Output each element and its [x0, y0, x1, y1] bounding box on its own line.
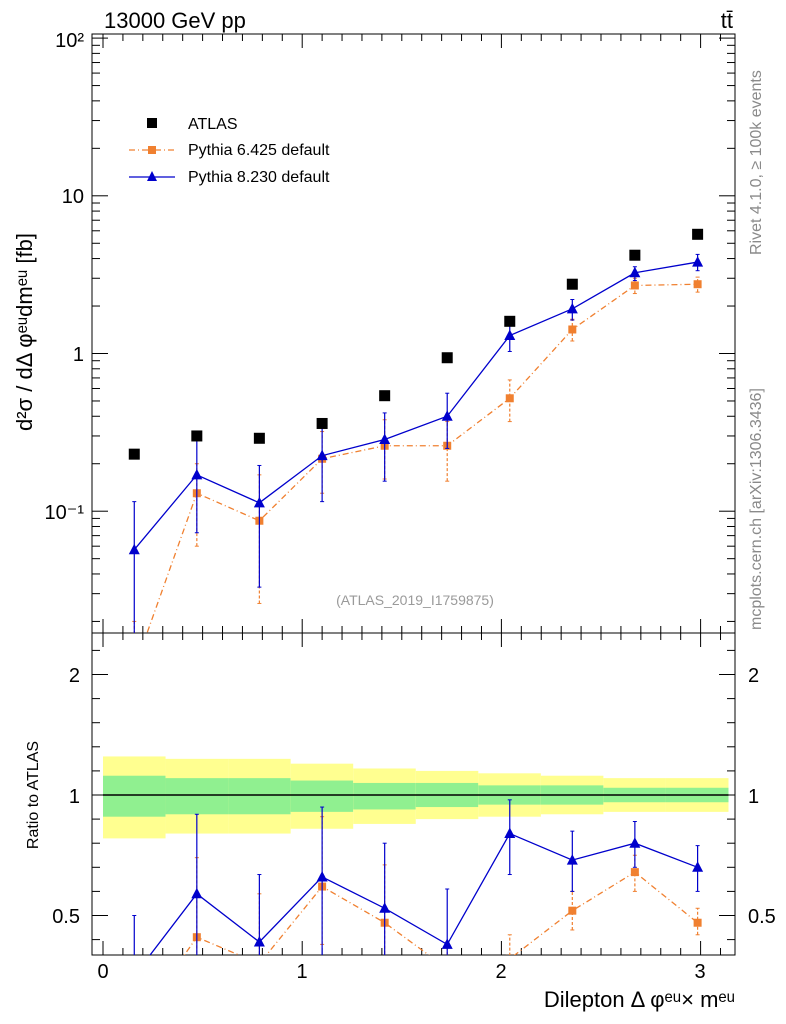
ratio-py8-point [379, 902, 391, 913]
ratio-py8-line [149, 832, 698, 955]
ratio-py8-point [191, 887, 203, 899]
ratio-py8-point [129, 970, 140, 981]
x-axis-title: Dilepton Δ φᵉᵘ× mᵉᵘ [544, 987, 735, 1012]
ratio-y-axis-title: Ratio to ATLAS [25, 741, 42, 849]
ratio-py8-point [629, 837, 641, 848]
x-tick-labels: 0 1 2 3 [97, 961, 705, 983]
x-tick-3: 3 [694, 961, 705, 983]
main-py6-point [130, 665, 138, 673]
main-y-axis-title: d²σ / dΔ φᵉᵘdmᵉᵘ [fb] [12, 233, 37, 431]
main-atlas-point [316, 417, 328, 429]
main-atlas-point [566, 278, 578, 290]
x-tick-2: 2 [495, 961, 506, 983]
main-atlas-point [504, 315, 516, 327]
main-py8-point [504, 329, 516, 341]
mcplots-label: mcplots.cern.ch [arXiv:1306.3436] [748, 388, 765, 630]
ratio-py8-point [566, 854, 578, 865]
main-py6-point [693, 280, 702, 289]
main-py8-point [191, 468, 203, 480]
main-py6-point [568, 325, 577, 334]
ratio-y-tick-right-0.5: 0.5 [748, 906, 776, 928]
legend-py8-label: Pythia 8.230 default [188, 169, 330, 186]
main-y-tick-labels: 10⁻¹ 1 10 10² [45, 30, 85, 524]
rivet-label: Rivet 4.1.0, ≥ 100k events [748, 70, 765, 255]
ratio-y-tick-0.5: 0.5 [52, 906, 80, 928]
band-inner-bin [228, 778, 291, 815]
ratio-py6-point [693, 918, 702, 927]
ratio-py6-point [568, 906, 577, 915]
ratio-py6-point [505, 954, 514, 955]
main-py8-point [692, 256, 704, 267]
ratio-y-tick-right-2: 2 [748, 665, 759, 687]
main-py6-point [505, 394, 514, 403]
x-tick-1: 1 [296, 961, 307, 983]
legend-py8-marker [147, 171, 157, 181]
ratio-py8-point [253, 936, 265, 947]
main-y-tick-10: 10 [62, 186, 84, 208]
band-inner-bin [353, 782, 416, 810]
ratio-y-tick-labels: 0.5 1 2 0.5 1 2 [52, 665, 776, 928]
ratio-y-tick-2: 2 [69, 665, 80, 687]
main-y-tick-0.1: 10⁻¹ [45, 502, 85, 524]
legend: ATLAS Pythia 6.425 default Pythia 8.230 … [129, 116, 330, 186]
main-py8-point [379, 433, 391, 444]
legend-atlas-marker [147, 118, 157, 128]
x-tick-0: 0 [97, 961, 108, 983]
main-py8-line [133, 261, 698, 551]
main-atlas-point [128, 448, 140, 460]
ratio-y-tick-right-1: 1 [748, 786, 759, 808]
analysis-id: (ATLAS_2019_I1759875) [336, 592, 494, 608]
main-y-tick-1: 1 [73, 344, 84, 366]
main-py8-point [316, 449, 328, 461]
ratio-py8-point [504, 827, 516, 839]
ratio-plot-frame [91, 632, 736, 956]
main-py8-point [441, 410, 453, 421]
main-py8-point [566, 302, 578, 314]
main-plot-data [128, 228, 704, 673]
main-py8-point [629, 266, 641, 278]
band-inner-bin [103, 775, 166, 817]
ratio-py6-point [443, 965, 451, 973]
main-atlas-point [379, 390, 391, 402]
energy-label: 13000 GeV pp [104, 8, 246, 33]
main-atlas-point [441, 352, 453, 364]
ratio-y-tick-1: 1 [69, 786, 80, 808]
main-py8-point [253, 496, 265, 508]
main-atlas-point [629, 249, 641, 261]
main-atlas-point [692, 228, 704, 240]
ratio-plot-data [129, 799, 704, 981]
ratio-py6-point [630, 868, 639, 877]
main-atlas-point [191, 430, 203, 442]
process-label: tt̄ [721, 8, 733, 33]
main-py6-point [630, 281, 639, 290]
axis-ticks [92, 34, 735, 955]
main-py8-point [128, 543, 140, 555]
legend-atlas-label: ATLAS [188, 116, 238, 133]
legend-py6-label: Pythia 6.425 default [188, 142, 330, 159]
main-y-tick-100: 10² [55, 30, 84, 52]
ratio-py8-point [441, 938, 453, 949]
main-py6-line [146, 283, 698, 633]
main-atlas-point [253, 432, 265, 444]
band-inner-bin [165, 778, 229, 815]
ratio-py8-point [316, 870, 328, 882]
legend-py6-marker [148, 146, 156, 154]
ratio-py6-point [255, 960, 263, 968]
ratio-py8-point [692, 861, 704, 872]
